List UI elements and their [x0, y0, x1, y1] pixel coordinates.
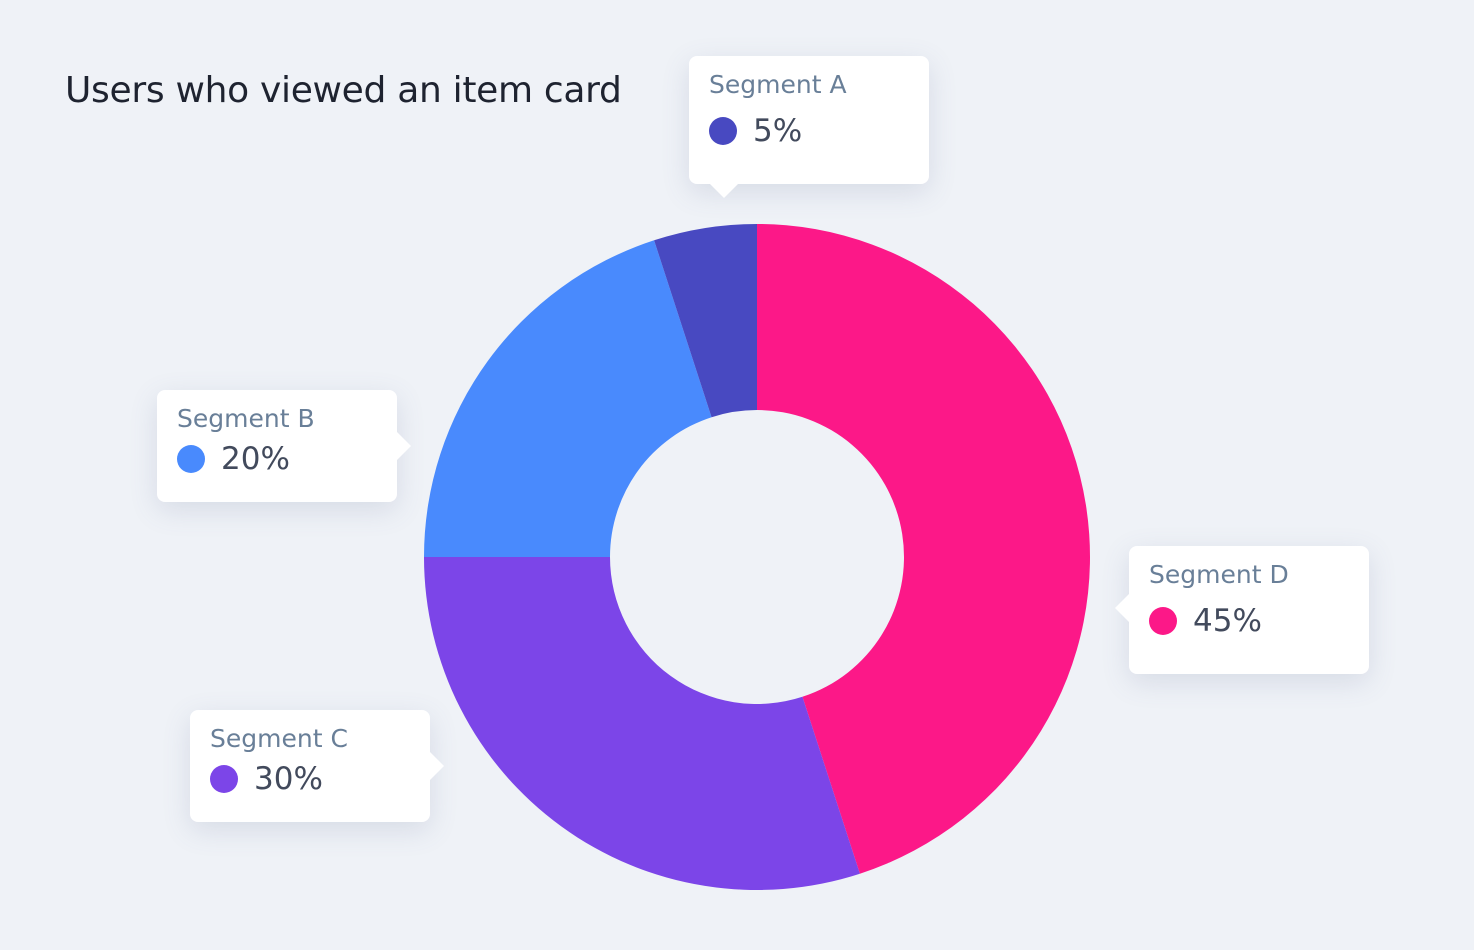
legend-dot-icon — [177, 445, 205, 473]
legend-dot-icon — [210, 765, 238, 793]
tooltip-pointer — [397, 432, 411, 460]
slice-segment-d[interactable] — [757, 224, 1090, 874]
tooltip-label: Segment D — [1149, 560, 1289, 589]
slice-segment-b[interactable] — [424, 240, 712, 557]
tooltip-label: Segment B — [177, 404, 315, 433]
tooltip-value: 20% — [221, 441, 290, 477]
tooltip-segment-c: Segment C 30% — [190, 710, 444, 822]
tooltip-segment-d: Segment D 45% — [1115, 546, 1369, 674]
tooltip-value: 30% — [254, 761, 323, 797]
slice-segment-a[interactable] — [654, 224, 757, 418]
tooltip-label: Segment C — [210, 724, 348, 753]
tooltip-pointer — [710, 184, 738, 198]
tooltip-pointer — [430, 752, 444, 780]
slice-segment-c[interactable] — [424, 557, 860, 890]
tooltip-segment-b: Segment B 20% — [157, 390, 411, 502]
tooltip-segment-a: Segment A 5% — [689, 56, 929, 198]
tooltip-pointer — [1115, 594, 1129, 622]
chart-title: Users who viewed an item card — [65, 70, 622, 111]
tooltip-value: 45% — [1193, 603, 1262, 639]
tooltip-label: Segment A — [709, 70, 847, 99]
tooltip-value: 5% — [753, 113, 803, 149]
legend-dot-icon — [709, 117, 737, 145]
legend-dot-icon — [1149, 607, 1177, 635]
